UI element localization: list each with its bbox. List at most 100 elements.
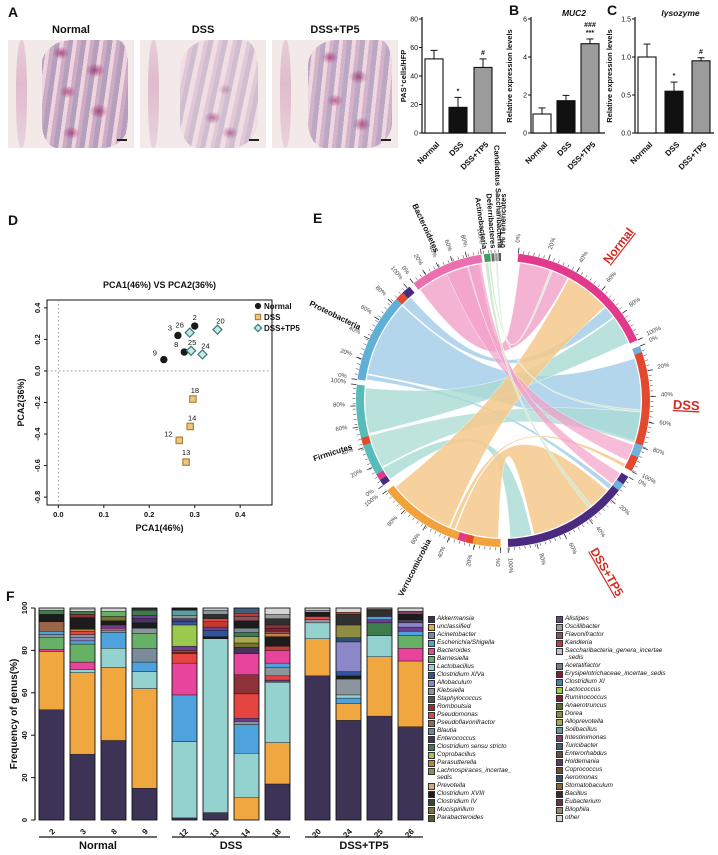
stack-segment-Bacteroides xyxy=(38,649,65,652)
stack-segment-Holdemania xyxy=(397,619,424,624)
percent-tick-label: 60% xyxy=(659,420,672,428)
pca-point xyxy=(174,331,182,340)
stack-segment-Bacteroides xyxy=(69,661,96,670)
legend-label: Mucispirillum xyxy=(437,805,474,813)
legend-swatch xyxy=(428,790,435,798)
legend-swatch xyxy=(556,782,563,790)
legend-item: Lactococcus xyxy=(556,686,716,694)
legend-item: Prevotella xyxy=(428,782,554,790)
legend-swatch xyxy=(428,648,435,655)
x-tick-label: 8 xyxy=(109,827,119,837)
x-tick-label: DSS xyxy=(663,140,681,158)
sector-label-0% Tenericutes: 0% Tenericutes xyxy=(498,193,508,248)
stack-segment-Clostridium_XVIII xyxy=(397,614,424,620)
pca-point xyxy=(191,322,199,330)
legend-item: Acinetobacter xyxy=(428,631,554,639)
legend-label: Clostridium XI xyxy=(565,677,605,685)
legend-label: Erysipelotrichaceae_incertae_sedis xyxy=(565,669,666,677)
sector-accent xyxy=(376,470,387,481)
stack-segment-other xyxy=(397,607,424,612)
percent-tick-label: 80% xyxy=(374,285,387,298)
stack-segment-Klebsiella xyxy=(233,721,260,725)
y-axis-label: PCA2(36%) xyxy=(16,378,26,426)
sector-arc-Firmicutes xyxy=(356,384,390,486)
pca-point xyxy=(180,348,188,356)
legend-swatch xyxy=(428,640,435,647)
genus-stacked-bar-chart: 0 20 40 60 80 100 Frequency of genus(%) 2 3 8 9 Nor… xyxy=(9,602,424,852)
pca-point-label: 3 xyxy=(168,323,172,332)
bar-DSS+TP5 xyxy=(691,60,711,134)
stack-segment-Alistipes xyxy=(171,645,198,651)
legend-item: Clostridium XIVa xyxy=(428,671,554,679)
legend-label: Oscillibacter xyxy=(565,623,600,630)
panel-label-d: D xyxy=(8,212,19,228)
legend-item: Parabacteroides xyxy=(428,814,554,822)
stack-segment-Klebsiella xyxy=(335,678,362,696)
y-tick-label: 0 xyxy=(414,131,418,138)
chart-title: PCA1(46%) VS PCA2(36%) xyxy=(103,280,216,290)
scale-bar xyxy=(249,139,259,141)
legend-label: Flavonifractor xyxy=(565,631,604,638)
histology-image-normal xyxy=(8,40,134,148)
stack-segment-Romboutsia xyxy=(264,624,291,629)
sector-label-Bacteroidetes: Bacteroidetes xyxy=(410,202,441,254)
stack-segment-Akkermansia xyxy=(264,783,291,821)
y-tick-label: 20 xyxy=(410,102,418,109)
sector-arc-Actinobacteria xyxy=(483,253,491,263)
percent-tick-label: 40% xyxy=(348,326,362,337)
stack-segment-unclassified xyxy=(366,656,393,717)
sector-label-Normal: Normal xyxy=(600,225,636,266)
percent-tick-label: 0% xyxy=(649,335,660,344)
stack-segment-Escherichia/Shigella xyxy=(264,662,291,668)
stack-segment-Klebsiella xyxy=(131,627,158,634)
x-tick-label: 26 xyxy=(403,827,416,840)
percent-tick-label: 20% xyxy=(412,253,424,267)
legend-label: Parabacteroides xyxy=(437,813,484,821)
stack-segment-Bacillus xyxy=(264,618,291,626)
bar-DSS xyxy=(664,90,684,134)
x-tick-label: 13 xyxy=(208,827,221,840)
stack-segment-Pseudomonas xyxy=(69,631,96,635)
percent-tick-label: 20% xyxy=(350,468,364,479)
muc2-bar-chart: 0 2 4 6 Relative expression levels MUC2 Normal… xyxy=(505,8,605,172)
stack-segment-Alistipes xyxy=(264,679,291,683)
y-tick-label: 0.2 xyxy=(33,334,42,344)
sector-label-Proteobacteria: Proteobacteria xyxy=(308,299,363,332)
percent-tick-label: 40% xyxy=(661,392,674,398)
stack-segment-Erysipelotrichaceae_incertae_sedis xyxy=(264,627,291,632)
chord-ribbon xyxy=(395,278,606,528)
sector-label-Deferribacteres: Deferribacteres xyxy=(484,193,497,249)
legend-label: Bacillus xyxy=(565,789,588,797)
legend-label: Holdemania xyxy=(565,757,600,765)
stack-segment-Klebsiella xyxy=(304,619,331,624)
chord-ribbon xyxy=(455,444,608,539)
legend-swatch xyxy=(428,798,435,806)
stack-segment-Pseudomonas xyxy=(202,618,229,622)
percent-tick-label: 40% xyxy=(579,250,591,264)
x-tick-label: 24 xyxy=(341,827,354,840)
legend-swatch xyxy=(556,790,563,798)
percent-tick-label: 40% xyxy=(437,545,447,559)
sector-accent xyxy=(379,475,390,486)
stack-segment-Kandleria xyxy=(264,645,291,651)
stack-segment-Alloprevotella xyxy=(233,636,260,644)
y-tick-label: 2 xyxy=(523,93,527,100)
y-axis-label: Frequency of genus(%) xyxy=(9,659,20,770)
legend-swatch xyxy=(556,806,563,814)
bar-Normal xyxy=(637,56,657,134)
stacked-bar-25 xyxy=(366,607,393,821)
percent-tick-label: 0% xyxy=(496,557,502,566)
stack-segment-Flavonifractor xyxy=(264,631,291,634)
stack-segment-other xyxy=(69,608,96,612)
percent-tick-label: 60% xyxy=(606,270,619,283)
x-tick-label: DSS+TP5 xyxy=(459,140,491,172)
y-tick-label: -0.8 xyxy=(33,491,42,504)
sector-accent xyxy=(396,292,409,305)
stack-segment-Mucispirillum xyxy=(100,616,127,621)
percent-tick-label: 80% xyxy=(387,515,400,528)
stack-segment-Bacteroides xyxy=(264,650,291,664)
y-tick-label: 1.0 xyxy=(621,55,631,62)
stack-segment-Klebsiella xyxy=(171,615,198,619)
bar-DSS xyxy=(556,100,576,134)
pca-point xyxy=(186,422,194,431)
